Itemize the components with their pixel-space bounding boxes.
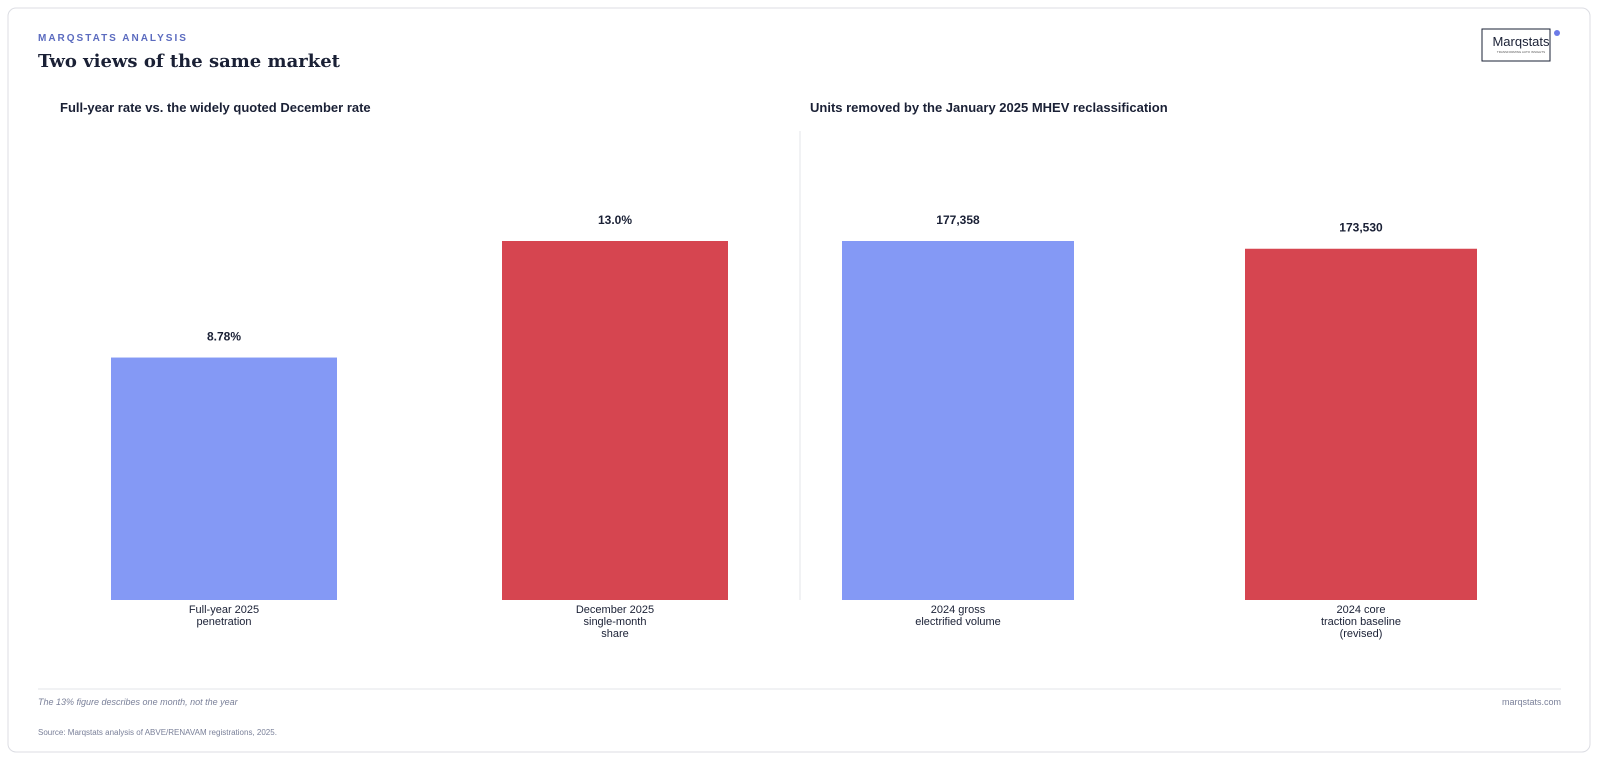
bar xyxy=(1245,248,1477,600)
source: Source: Marqstats analysis of ABVE/RENAV… xyxy=(38,728,277,737)
value-label: 13.0% xyxy=(598,213,632,227)
page-title: Two views of the same market xyxy=(38,51,341,72)
x-tick-label: December 2025 single-month share xyxy=(575,604,655,640)
x-tick-label: 2024 gross electrified volume xyxy=(915,604,1001,628)
footer-site: marqstats.com xyxy=(1502,697,1561,707)
card xyxy=(7,7,1591,753)
x-tick-label: Full-year 2025 penetration xyxy=(188,604,260,628)
footer-note: The 13% figure describes one month, not … xyxy=(38,697,239,707)
logo-box xyxy=(1481,28,1551,62)
bar xyxy=(111,357,337,600)
panel-title: Full-year rate vs. the widely quoted Dec… xyxy=(60,100,371,115)
x-tick-label: 2024 core traction baseline (revised) xyxy=(1320,604,1402,640)
logo-dot xyxy=(1554,30,1560,36)
kicker: MARQSTATS ANALYSIS xyxy=(38,33,188,44)
value-label: 8.78% xyxy=(207,330,241,344)
logo-tagline: TRANSFORMING AUTO INSIGHTS xyxy=(1497,50,1545,54)
logo: Marqstats xyxy=(1492,34,1550,49)
bar xyxy=(842,241,1074,600)
value-label: 177,358 xyxy=(936,213,980,227)
value-label: 173,530 xyxy=(1339,221,1383,235)
bar xyxy=(502,241,728,600)
panel-title: Units removed by the January 2025 MHEV r… xyxy=(810,100,1168,115)
